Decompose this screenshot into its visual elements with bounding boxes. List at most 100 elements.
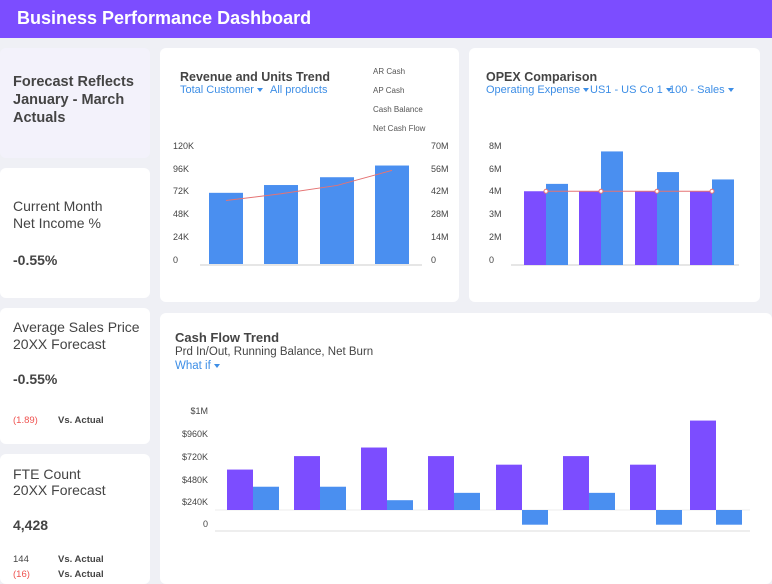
department-filter[interactable]: 100 - Sales [669,84,734,96]
cashflow-in-bar [630,464,656,510]
cashflow-out-bar [589,492,615,510]
fte-variance-1: 144 [13,554,29,565]
opex-actual-bar [635,191,657,265]
avg-sales-price-value: -0.55% [13,371,58,387]
fte-count-card: FTE Count 20XX Forecast 4,428 144 Vs. Ac… [0,454,150,584]
y2-tick-label: 42M [431,186,449,196]
fte-count-title: FTE Count [13,466,81,482]
revenue-bar [320,177,354,264]
y2-tick-label: 28M [431,209,449,219]
opex-actual-bar [579,191,601,265]
what-if-filter-label: What if [175,360,211,372]
opex-forecast-bar [546,183,568,265]
net-income-value: -0.55% [13,252,58,268]
y-tick-label: 3M [489,209,502,219]
y2-tick-label: 14M [431,232,449,242]
y-tick-label: $480K [181,475,208,485]
y-tick-label: $1M [190,406,208,416]
opex-chart-title: OPEX Comparison [486,70,598,84]
net-income-card: Current Month Net Income % -0.55% [0,168,150,298]
total-customer-filter[interactable]: Total Customer [180,84,263,96]
y2-tick-label: 56M [431,164,449,174]
operating-expense-filter[interactable]: Operating Expense [486,84,590,96]
opex-chart-card: OPEX Comparison Operating Expense US1 - … [469,48,760,302]
y2-tick-label: 0 [431,255,437,265]
cashflow-in-bar [563,456,589,510]
y-tick-label: $240K [181,497,208,507]
revenue-chart-title: Revenue and Units Trend [180,70,331,84]
legend-cash-balance[interactable]: Cash Balance [373,105,423,114]
opex-forecast-bar [601,151,623,265]
fte-count-value: 4,428 [13,517,49,533]
opex-budget-point [543,188,549,194]
cashflow-out-bar [387,500,413,510]
chevron-down-icon [583,88,590,93]
what-if-filter[interactable]: What if [175,360,220,372]
y-tick-label: 2M [489,232,502,242]
opex-budget-point [709,188,715,194]
fte-variance-2-label: Vs. Actual [58,569,104,580]
revenue-bar [209,192,243,264]
cashflow-out-bar [522,510,548,525]
y-tick-label: 72K [173,186,190,196]
opex-forecast-bar [712,179,734,265]
department-filter-label: 100 - Sales [669,84,725,96]
company-filter-label: US1 - US Co 1 [590,84,663,96]
revenue-chart-card: Revenue and Units Trend Total Customer A… [160,48,459,302]
fte-variance-1-label: Vs. Actual [58,554,104,565]
revenue-chart-plot [200,165,422,266]
forecast-note-text: Forecast Reflects January - March Actual… [13,74,134,126]
opex-actual-bar [524,191,546,265]
avg-sales-price-title: Average Sales Price [13,319,140,335]
legend-ap-cash[interactable]: AP Cash [373,86,405,95]
revenue-bar [375,165,409,264]
y-tick-label: 0 [489,255,495,265]
cashflow-in-bar [227,469,253,510]
operating-expense-filter-label: Operating Expense [486,84,581,96]
cashflow-in-bar [428,456,454,510]
chevron-down-icon [213,363,220,368]
forecast-note-card: Forecast Reflects January - March Actual… [0,48,150,158]
all-products-filter-label: All products [270,84,328,96]
fte-variance-2: (16) [13,569,30,580]
cashflow-chart-card: Cash Flow Trend Prd In/Out, Running Bala… [160,313,772,584]
cashflow-in-bar [294,456,320,510]
cashflow-chart-title: Cash Flow Trend [175,330,280,345]
opex-budget-point [654,188,660,194]
cashflow-in-bar [361,447,387,510]
opex-budget-point [598,188,604,194]
y-tick-label: 96K [173,164,190,174]
cashflow-out-bar [454,492,480,510]
cashflow-out-bar [656,510,682,525]
fte-count-subtitle: 20XX Forecast [13,482,106,498]
legend-net-cash-flow[interactable]: Net Cash Flow [373,124,426,133]
y-tick-label: 120K [173,141,195,151]
opex-forecast-bar [657,172,679,265]
revenue-bar [264,185,298,264]
chevron-down-icon [665,88,672,93]
cashflow-out-bar [253,486,279,510]
header-bar: Business Performance Dashboard [0,0,772,38]
avg-sales-price-variance: (1.89) [13,415,38,426]
cashflow-out-bar [716,510,742,525]
cashflow-chart-plot [215,420,750,532]
avg-sales-price-variance-label: Vs. Actual [58,415,104,426]
company-filter[interactable]: US1 - US Co 1 [590,84,672,96]
y-tick-label: 48K [173,209,190,219]
chevron-down-icon [727,88,734,93]
opex-actual-bar [690,191,712,265]
cashflow-out-bar [320,486,346,510]
chevron-down-icon [256,88,263,93]
units-line [225,169,393,201]
all-products-filter[interactable]: All products [270,84,327,96]
y-tick-label: $960K [181,429,208,439]
y-tick-label: 24K [173,232,190,242]
avg-sales-price-card: Average Sales Price 20XX Forecast -0.55%… [0,308,150,444]
cashflow-in-bar [690,420,716,510]
total-customer-filter-label: Total Customer [180,84,254,96]
opex-chart-plot [511,151,739,266]
y-tick-label: 8M [489,141,502,151]
y-tick-label: $720K [181,452,208,462]
legend-ar-cash[interactable]: AR Cash [373,67,406,76]
net-income-title: Current Month Net Income % [13,198,103,231]
